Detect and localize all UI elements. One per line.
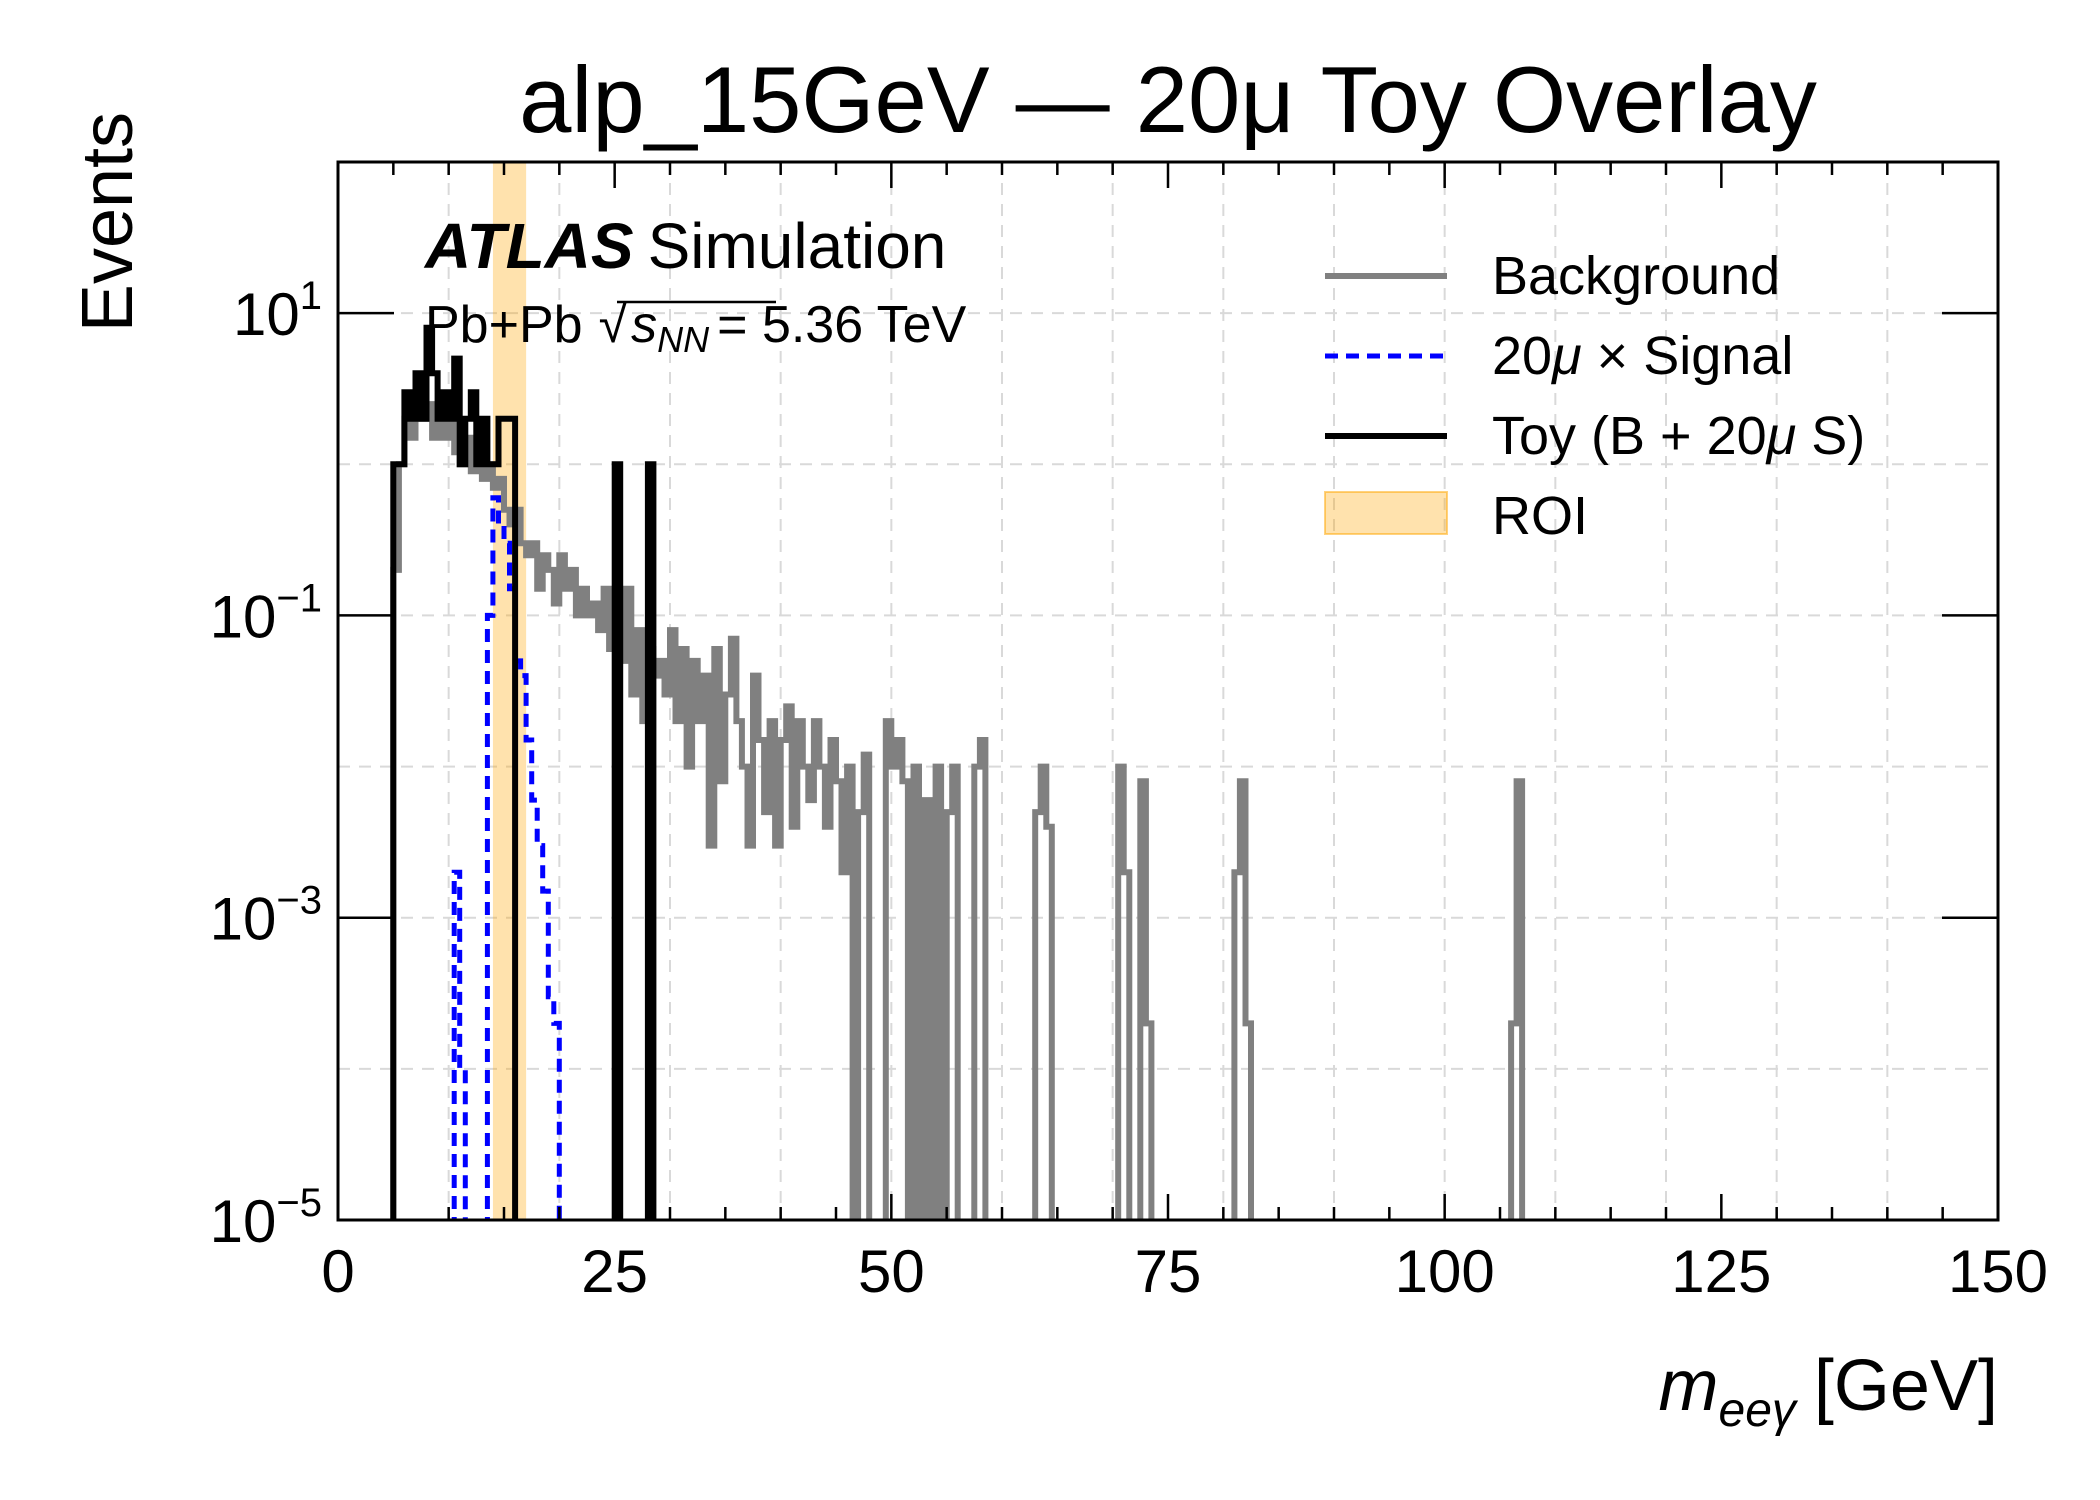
atlas-label: ATLAS	[423, 210, 634, 282]
legend-signal-label: 20μ × Signal	[1492, 326, 1793, 386]
x-axis-tick-labels: 0 25 50 75 100 125 150	[321, 1238, 2048, 1305]
x-tick-label: 125	[1671, 1238, 1771, 1305]
y-axis-tick-labels: 101 10−1 10−3 10−5	[210, 274, 322, 1255]
signal-series-line	[451, 495, 562, 1220]
atlas-annotation: ATLAS Simulation Pb+Pb √sNN = 5.36 TeV	[423, 210, 967, 360]
energy-label: Pb+Pb √sNN = 5.36 TeV	[425, 296, 967, 360]
x-tick-label: 25	[581, 1238, 648, 1305]
y-tick-label: 10−1	[210, 576, 322, 650]
x-tick-label: 75	[1135, 1238, 1202, 1305]
y-tick-label: 10−3	[210, 879, 322, 953]
grid	[338, 161, 1998, 1221]
legend-roi-label: ROI	[1492, 486, 1588, 546]
x-axis-label: meeγ [GeV]	[1659, 1346, 1998, 1437]
x-tick-label: 150	[1948, 1238, 2048, 1305]
axis-ticks	[336, 162, 2000, 1222]
roi-band	[492, 162, 527, 1220]
chart-title: alp_15GeV — 20μ Toy Overlay	[519, 47, 1817, 152]
y-tick-label: 101	[233, 274, 322, 348]
y-axis-label: Events	[68, 112, 148, 332]
x-tick-label: 0	[321, 1238, 354, 1305]
legend-roi-swatch	[1324, 491, 1448, 535]
legend-toy-label: Toy (B + 20μ S)	[1492, 406, 1865, 466]
simulation-label: Simulation	[648, 210, 947, 282]
x-tick-label: 50	[858, 1238, 925, 1305]
y-tick-label: 10−5	[210, 1181, 322, 1255]
legend: Background 20μ × Signal Toy (B + 20μ S) …	[1324, 246, 1865, 546]
plot-frame	[336, 160, 2000, 1222]
toy-series-line	[390, 324, 657, 1220]
x-tick-label: 100	[1395, 1238, 1495, 1305]
legend-background-label: Background	[1492, 246, 1780, 306]
